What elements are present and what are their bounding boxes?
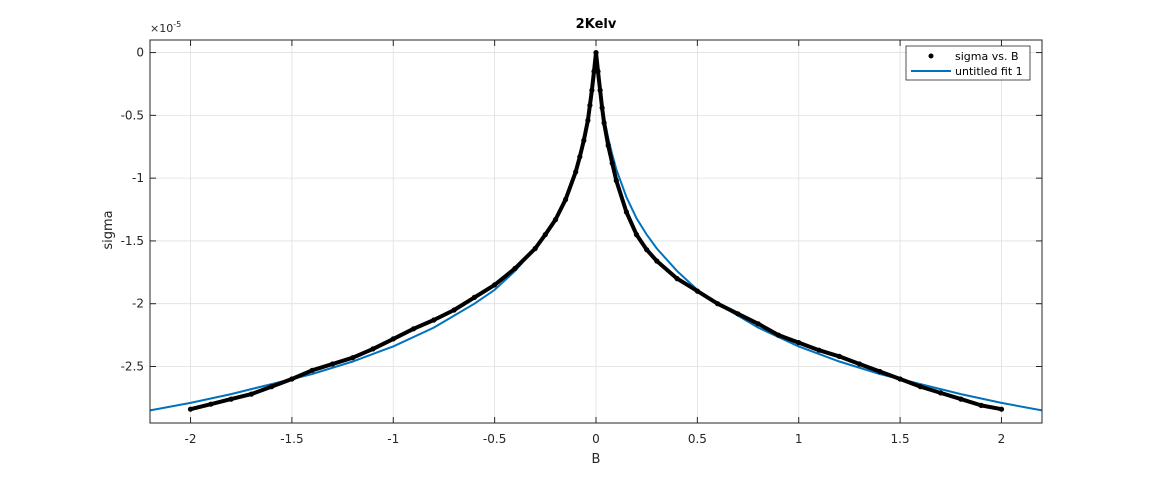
data-point	[581, 137, 587, 144]
y-tick-labels: 0 -0.5 -1 -1.5 -2 -2.5	[121, 46, 144, 374]
data-point	[390, 336, 396, 342]
data-point	[532, 245, 538, 252]
data-point	[269, 384, 275, 390]
legend-box	[905, 45, 1031, 81]
x-tick-label: 1	[795, 432, 803, 446]
data-point	[471, 294, 477, 300]
data-point	[654, 258, 660, 264]
x-tick-label: 0.5	[688, 432, 707, 446]
y-tick-label: 0	[136, 46, 144, 60]
data-point	[289, 376, 295, 382]
y-tick-label: -1	[132, 171, 144, 185]
data-point	[775, 332, 782, 338]
data-point	[587, 102, 593, 108]
data-point	[577, 154, 583, 160]
data-point	[816, 347, 822, 353]
data-point	[938, 390, 944, 396]
legend-label-sigma-vs-b: sigma vs. B	[955, 50, 1019, 63]
data-point	[187, 406, 194, 412]
y-axis-multiplier: ×10-5	[150, 20, 181, 35]
data-point	[492, 282, 498, 288]
data-point	[601, 120, 607, 126]
data-point	[410, 326, 417, 332]
data-point	[228, 396, 234, 402]
legend-marker-sigma-vs-b	[928, 53, 934, 59]
data-point	[613, 178, 619, 184]
data-point	[877, 368, 883, 375]
data-point	[694, 288, 701, 294]
data-point	[644, 247, 650, 253]
x-tick-label: 1.5	[891, 432, 910, 446]
data-point	[735, 311, 741, 317]
x-tick-label: 0	[592, 432, 600, 446]
data-point	[585, 117, 591, 123]
data-point	[589, 87, 595, 93]
data-point	[856, 361, 863, 367]
data-point	[542, 232, 548, 238]
y-axis-multiplier-base: ×10	[150, 22, 173, 35]
data-point	[998, 406, 1005, 412]
x-tick-labels: -2 -1.5 -1 -0.5 0 0.5 1 1.5 2	[185, 432, 1006, 446]
data-point	[917, 384, 924, 390]
data-point	[605, 142, 611, 149]
data-point	[593, 50, 599, 56]
y-axis-label: sigma	[101, 210, 116, 249]
data-point	[958, 396, 964, 402]
data-point	[350, 355, 356, 361]
data-point	[897, 376, 903, 382]
y-tick-label: -0.5	[121, 108, 144, 122]
data-point	[309, 367, 315, 373]
data-point	[552, 217, 559, 223]
data-point	[563, 196, 569, 203]
legend: sigma vs. B untitled fit 1	[905, 45, 1031, 81]
data-point	[978, 402, 984, 408]
x-tick-label: -1	[387, 432, 399, 446]
ticks	[150, 40, 1042, 423]
x-axis-label: B	[592, 452, 601, 467]
data-point	[329, 361, 336, 367]
data-point	[512, 265, 518, 272]
data-point	[623, 209, 630, 215]
y-axis-multiplier-exponent: -5	[173, 20, 181, 29]
data-point	[597, 87, 603, 93]
data-point	[715, 301, 721, 307]
data-point	[633, 232, 640, 238]
data-point	[599, 105, 605, 111]
y-tick-label: -2	[132, 297, 144, 311]
data-point	[370, 346, 376, 352]
x-tick-label: -2	[185, 432, 197, 446]
x-tick-label: 2	[998, 432, 1006, 446]
data-point	[674, 276, 680, 282]
data-point	[595, 68, 601, 74]
data-point	[208, 401, 214, 407]
data-point	[755, 321, 761, 327]
y-tick-label: -2.5	[121, 359, 144, 373]
data-point	[609, 160, 615, 166]
data-point	[431, 317, 437, 323]
data-point	[573, 169, 579, 175]
y-tick-label: -1.5	[121, 234, 144, 248]
data-point	[836, 353, 842, 359]
chart-title: 2Kelv	[576, 17, 617, 32]
grid	[150, 40, 1042, 423]
x-tick-label: -0.5	[483, 432, 506, 446]
legend-label-untitled-fit-1: untitled fit 1	[955, 65, 1023, 78]
x-tick-label: -1.5	[280, 432, 303, 446]
data-marker-layer	[187, 50, 1005, 412]
data-point	[591, 68, 597, 74]
data-point	[451, 307, 457, 313]
data-point	[248, 391, 254, 397]
data-point	[796, 340, 802, 346]
